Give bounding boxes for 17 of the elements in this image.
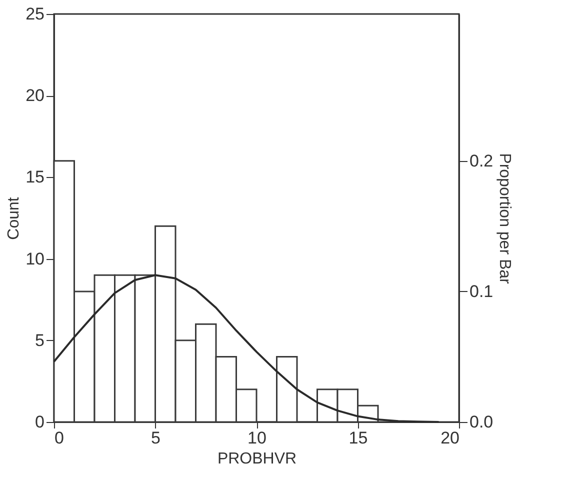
x-axis-title: PROBHVR — [217, 450, 297, 468]
x-tick-label: 0 — [54, 428, 64, 448]
y-tick-label: 25 — [26, 4, 44, 24]
y-axis-title: Count — [6, 196, 23, 240]
y2-axis-title: Proportion per Bar — [496, 153, 514, 285]
y-tick-label: 10 — [26, 249, 44, 268]
x-tick-label: 10 — [248, 428, 266, 448]
y-tick-label: 5 — [35, 330, 44, 350]
y-tick-label: 15 — [26, 168, 44, 187]
x-tick-label: 15 — [348, 428, 368, 448]
y2-tick-label: 0.0 — [470, 412, 494, 432]
y-tick-label: 20 — [26, 86, 44, 106]
x-tick-label: 5 — [151, 428, 160, 448]
x-tick-label: 20 — [440, 428, 460, 448]
y-tick-label: 0 — [35, 412, 44, 432]
y2-tick-label: 0.1 — [470, 282, 494, 301]
y2-tick-label: 0.2 — [470, 151, 494, 170]
